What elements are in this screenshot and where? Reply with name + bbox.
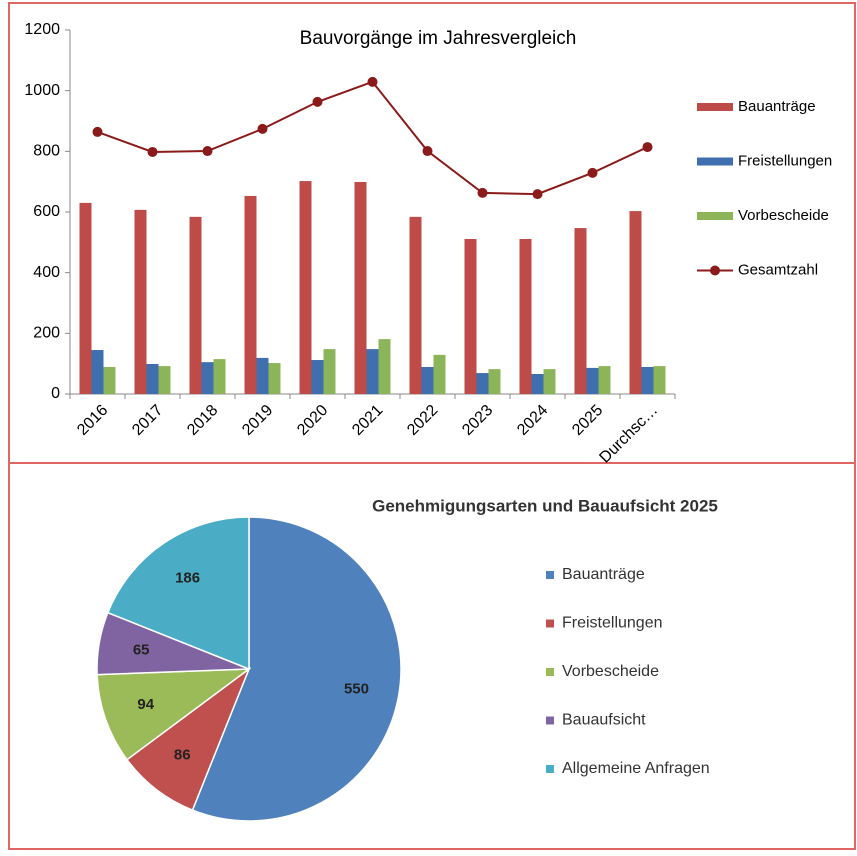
line-marker	[422, 146, 433, 157]
bar	[574, 228, 587, 394]
data-label: 550	[344, 681, 369, 698]
pie-slice	[96, 668, 252, 761]
line-marker	[257, 123, 268, 134]
legend-label: Allgemeine Anfragen	[562, 760, 710, 777]
bar	[409, 216, 422, 394]
x-tick-label: 2019	[239, 402, 276, 439]
legend-label: Bauanträge	[562, 566, 645, 583]
y-tick-label: 400	[33, 264, 60, 281]
line-marker	[587, 167, 598, 178]
bar	[268, 363, 281, 394]
bar	[311, 360, 324, 394]
bar	[323, 349, 336, 394]
bar	[543, 369, 556, 394]
legend-swatch	[546, 765, 554, 773]
pie-slice	[191, 516, 402, 822]
y-tick-label: 0	[51, 385, 60, 402]
bar	[488, 369, 501, 394]
line-marker	[147, 146, 158, 157]
y-tick-label: 1000	[24, 82, 60, 99]
bar	[146, 363, 159, 394]
bar	[476, 373, 489, 394]
bar	[653, 366, 666, 394]
bar	[464, 238, 477, 394]
legend-swatch	[546, 716, 554, 725]
bar	[134, 209, 147, 394]
pie-slice	[106, 516, 250, 671]
bar	[378, 339, 391, 394]
x-tick-label: 2017	[129, 402, 166, 439]
bar	[354, 181, 367, 394]
bar	[189, 216, 202, 394]
bar	[366, 349, 379, 394]
x-tick-label: Durchsc…	[596, 402, 661, 467]
line-marker	[202, 146, 213, 157]
x-tick-label: 2023	[459, 402, 496, 439]
x-tick-label: 2018	[184, 402, 221, 439]
legend-label: Gesamtzahl	[738, 261, 818, 278]
data-label: 186	[175, 569, 200, 586]
pie-slice	[125, 666, 251, 812]
bar	[421, 367, 434, 394]
bar	[158, 366, 171, 394]
x-tick-label: 2016	[74, 402, 111, 439]
y-tick-label: 1200	[24, 21, 60, 38]
bar	[79, 202, 92, 394]
bar	[201, 362, 214, 394]
bar	[244, 195, 257, 394]
chart-title: Genehmigungsarten und Bauaufsicht 2025	[372, 496, 718, 515]
x-tick-label: 2022	[404, 402, 441, 439]
legend-label: Vorbescheide	[738, 207, 829, 224]
bar	[629, 211, 642, 394]
bar	[256, 357, 269, 394]
y-tick-label: 800	[33, 143, 60, 160]
x-tick-label: 2020	[294, 402, 331, 439]
line-marker	[92, 126, 103, 137]
legend-label: Bauaufsicht	[562, 712, 646, 729]
legend-swatch	[546, 571, 554, 579]
bar	[213, 359, 226, 394]
legend-swatch	[546, 668, 554, 676]
bar	[103, 367, 116, 394]
line	[97, 80, 648, 196]
legend-label: Freistellungen	[738, 152, 832, 169]
legend-label: Vorbescheide	[562, 663, 659, 680]
legend-swatch	[546, 619, 554, 628]
data-label: 86	[174, 747, 191, 764]
line-marker	[312, 96, 323, 107]
bar	[299, 181, 312, 394]
data-label: 65	[133, 641, 150, 658]
bar	[598, 366, 611, 394]
bar	[519, 238, 532, 394]
bar	[91, 350, 104, 394]
line-marker	[367, 76, 378, 87]
line-marker	[532, 189, 543, 200]
line-marker	[642, 142, 653, 153]
line-marker	[477, 187, 488, 198]
legend-label: Freistellungen	[562, 615, 663, 632]
data-label: 94	[137, 696, 154, 713]
bar	[641, 367, 654, 394]
bar	[531, 373, 544, 394]
chart-title: Bauvorgänge im Jahresvergleich	[300, 28, 577, 49]
x-tick-label: 2021	[349, 402, 386, 439]
legend-swatch	[697, 212, 733, 220]
bar	[586, 367, 599, 394]
y-tick-label: 600	[33, 203, 60, 220]
x-tick-label: 2025	[569, 402, 606, 439]
legend-swatch	[697, 103, 733, 111]
frame	[8, 2, 856, 850]
x-tick-label: 2024	[514, 402, 551, 439]
legend-label: Bauanträge	[738, 98, 816, 115]
y-tick-label: 200	[33, 325, 60, 342]
legend-swatch	[697, 157, 733, 166]
legend-swatch	[710, 265, 720, 276]
bar	[433, 354, 446, 394]
